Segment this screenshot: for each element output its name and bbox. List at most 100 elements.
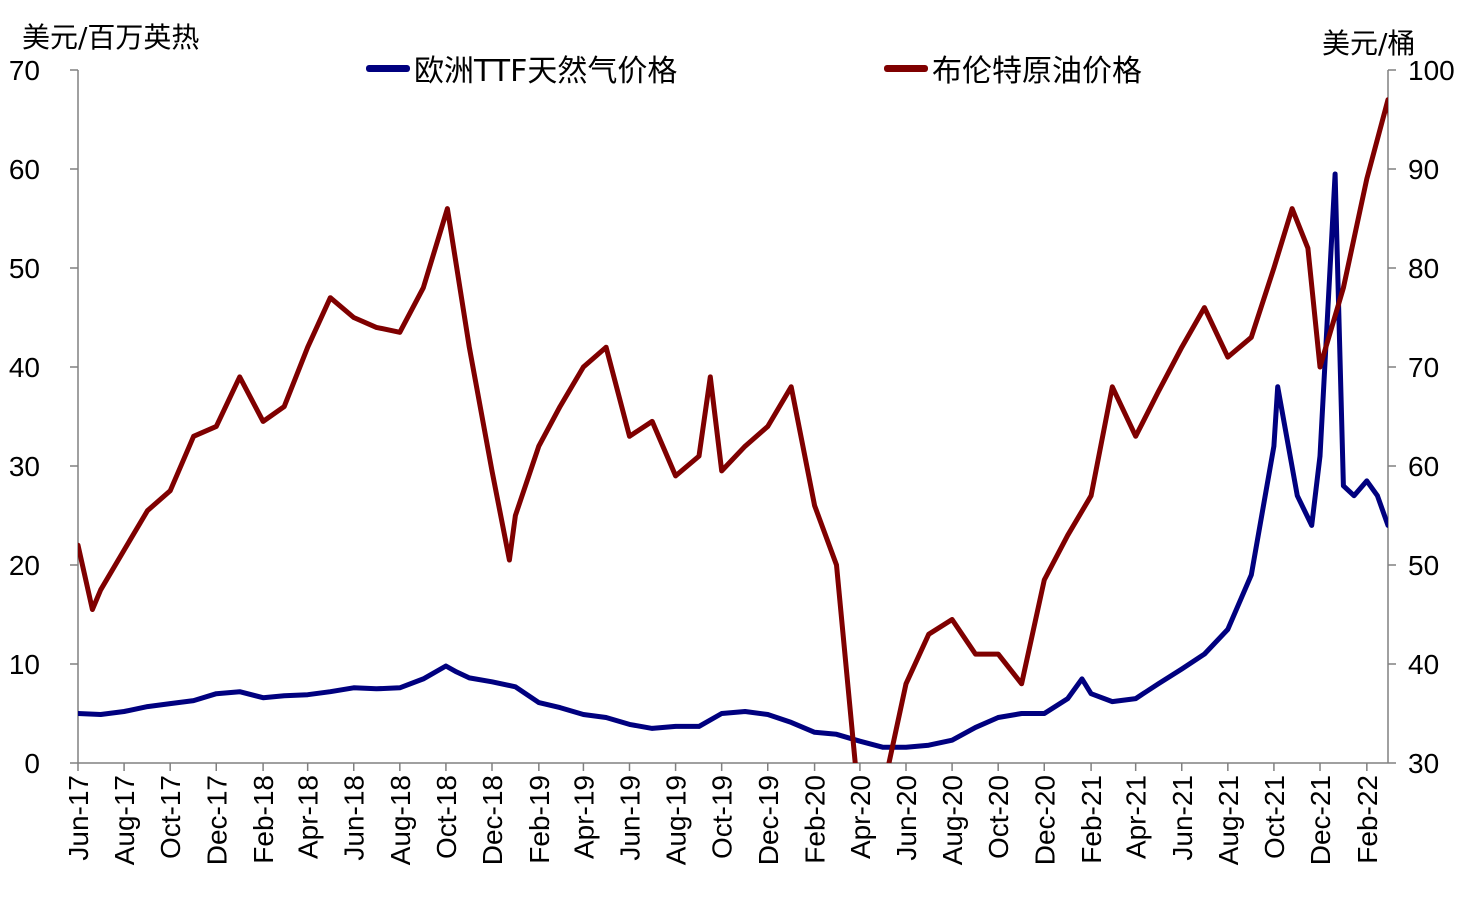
data-point	[421, 676, 426, 682]
data-point	[742, 444, 748, 449]
data-point	[168, 488, 173, 493]
data-point	[1156, 681, 1161, 686]
data-point	[873, 860, 877, 864]
right-tick-label: 80	[1408, 253, 1439, 284]
right-tick-label: 60	[1408, 451, 1439, 482]
left-tick-label: 20	[9, 550, 40, 581]
x-tick-label: Feb-21	[1076, 775, 1107, 864]
series-layer	[78, 97, 1388, 864]
x-tick-label: Oct-21	[1259, 775, 1290, 859]
data-point	[1249, 335, 1254, 340]
data-point	[1088, 691, 1094, 696]
x-tick-label: Dec-20	[1029, 775, 1060, 865]
x-tick-label: Feb-22	[1352, 775, 1383, 864]
data-point	[1019, 711, 1024, 716]
data-point	[191, 698, 196, 703]
data-point	[857, 739, 863, 744]
data-point	[445, 206, 450, 211]
left-tick-label: 50	[9, 253, 40, 284]
data-point	[536, 444, 541, 449]
data-point	[78, 711, 81, 716]
data-point	[1225, 627, 1231, 632]
data-point	[351, 685, 356, 690]
data-point	[1341, 483, 1346, 488]
data-point	[374, 325, 379, 330]
data-point	[214, 691, 219, 696]
data-point	[1317, 364, 1323, 370]
left-tick-label: 10	[9, 649, 40, 680]
data-point	[581, 364, 586, 370]
legend-swatch-gas	[366, 64, 410, 72]
data-point	[603, 715, 609, 720]
data-point	[1271, 444, 1277, 449]
data-point	[374, 686, 379, 691]
data-point	[557, 705, 563, 710]
data-point	[191, 434, 196, 439]
data-point	[926, 743, 931, 748]
data-point	[397, 330, 402, 335]
data-point	[1309, 523, 1314, 528]
data-point	[1065, 533, 1070, 538]
data-point	[328, 295, 333, 300]
data-point	[1065, 696, 1070, 701]
data-point	[696, 453, 702, 459]
data-point	[1133, 696, 1138, 701]
x-tick-label: Feb-19	[524, 775, 555, 864]
series-line	[78, 97, 1388, 763]
x-tick-label: Jun-17	[63, 775, 94, 861]
data-point	[454, 669, 459, 675]
data-point	[305, 692, 310, 697]
data-point	[1156, 389, 1161, 394]
data-point	[812, 503, 817, 508]
data-point	[1110, 384, 1115, 389]
data-point	[1289, 206, 1295, 211]
series-gas	[78, 171, 1388, 750]
data-point	[168, 701, 173, 706]
data-point	[305, 345, 310, 350]
data-point	[98, 712, 103, 717]
right-tick-label: 100	[1408, 55, 1455, 86]
data-point	[1179, 345, 1185, 350]
data-point	[765, 712, 770, 717]
data-point	[812, 730, 817, 735]
data-point	[1225, 354, 1231, 360]
x-tick-label: Aug-17	[109, 775, 140, 865]
data-point	[627, 434, 632, 439]
data-point	[443, 663, 449, 669]
data-point	[880, 745, 885, 750]
data-point	[1202, 305, 1207, 310]
right-tick-label: 90	[1408, 154, 1439, 185]
data-point	[996, 651, 1001, 657]
data-point	[557, 404, 563, 409]
data-point	[627, 722, 632, 727]
data-point	[1341, 285, 1346, 290]
right-tick-label: 30	[1408, 748, 1439, 779]
data-point	[742, 709, 748, 714]
data-point	[513, 684, 518, 689]
data-point	[926, 632, 931, 637]
x-tick-label: Dec-17	[201, 775, 232, 865]
data-point	[1385, 523, 1388, 528]
x-tick-label: Oct-18	[431, 775, 462, 859]
data-point	[282, 693, 287, 698]
data-point	[673, 473, 678, 479]
x-tick-label: Dec-21	[1305, 775, 1336, 865]
data-point	[696, 724, 702, 729]
data-point	[1351, 493, 1357, 498]
left-tick-label: 0	[24, 748, 40, 779]
left-tick-label: 60	[9, 154, 40, 185]
data-point	[1202, 651, 1207, 657]
data-point	[237, 689, 242, 694]
data-point	[1019, 681, 1024, 686]
data-point	[1332, 171, 1338, 177]
data-point	[78, 543, 81, 548]
x-tick-label: Jun-19	[614, 775, 645, 861]
data-point	[489, 468, 495, 474]
series-oil	[78, 97, 1388, 864]
x-tick-label: Jun-20	[891, 775, 922, 861]
data-point	[121, 547, 127, 553]
legend-item-gas: 欧洲TTF天然气价格	[366, 46, 677, 90]
data-point	[90, 607, 95, 612]
left-tick-label: 30	[9, 451, 40, 482]
